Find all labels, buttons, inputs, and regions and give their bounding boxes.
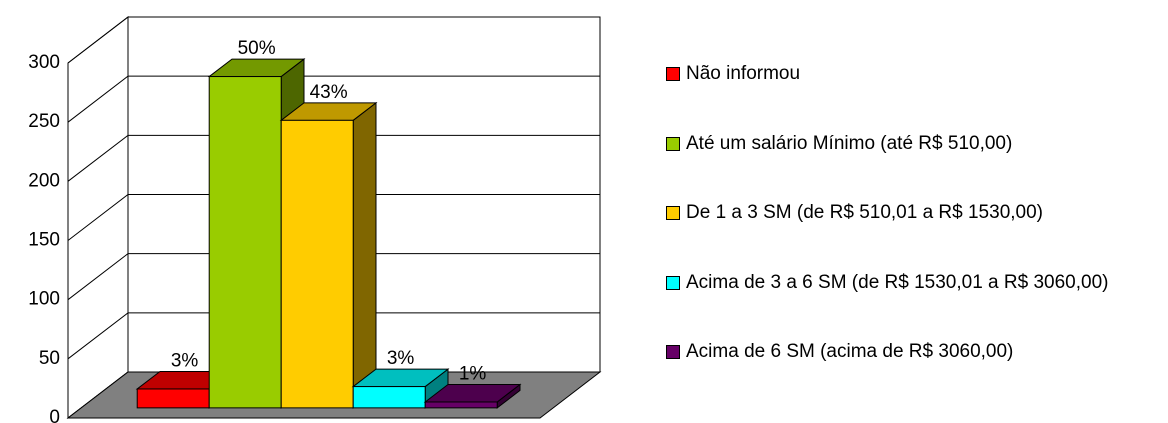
legend-item: Acima de 6 SM (acima de R$ 3060,00) — [666, 341, 1166, 363]
legend-swatch — [666, 67, 680, 81]
legend-item: Não informou — [666, 63, 1166, 85]
bar — [136, 388, 210, 409]
bar-side — [352, 101, 377, 409]
legend-item: Acima de 3 a 6 SM (de R$ 1530,01 a R$ 30… — [666, 272, 1166, 294]
y-tick-label: 150 — [28, 230, 60, 251]
value-label: 43% — [310, 82, 348, 103]
value-label: 1% — [459, 363, 487, 384]
bar — [424, 401, 498, 409]
legend-label: De 1 a 3 SM (de R$ 510,01 a R$ 1530,00) — [686, 202, 1044, 223]
y-tick-label: 300 — [28, 52, 60, 73]
grid-line — [67, 16, 600, 64]
value-label: 50% — [238, 38, 276, 59]
y-tick-label: 50 — [39, 348, 60, 369]
grid-line — [67, 253, 600, 301]
bar — [352, 386, 426, 409]
value-label: 3% — [387, 348, 415, 369]
legend-label: Não informou — [686, 63, 801, 84]
legend-item: Até um salário Mínimo (até R$ 510,00) — [666, 133, 1166, 155]
bar — [208, 76, 282, 409]
legend-item: De 1 a 3 SM (de R$ 510,01 a R$ 1530,00) — [666, 202, 1166, 224]
legend-label: Acima de 6 SM (acima de R$ 3060,00) — [686, 341, 1014, 362]
legend-swatch — [666, 136, 680, 151]
legend-swatch — [666, 206, 680, 220]
legend-label: Até um salário Mínimo (até R$ 510,00) — [686, 132, 1013, 154]
bar — [280, 119, 354, 409]
grid-line — [67, 134, 600, 182]
value-label: 3% — [171, 350, 199, 371]
legend-swatch — [666, 345, 680, 359]
grid-line — [67, 312, 600, 360]
legend: Não informou Até um salário Mínimo (até R… — [666, 63, 1166, 363]
y-tick-label: 250 — [28, 111, 60, 132]
y-tick-label: 100 — [28, 289, 60, 310]
grid-line — [67, 75, 600, 123]
y-tick-label: 200 — [28, 170, 60, 191]
y-tick-label: 0 — [49, 407, 60, 423]
legend-swatch — [666, 275, 680, 290]
legend-label: Acima de 3 a 6 SM (de R$ 1530,01 a R$ 30… — [686, 271, 1109, 293]
grid-line — [67, 194, 600, 241]
